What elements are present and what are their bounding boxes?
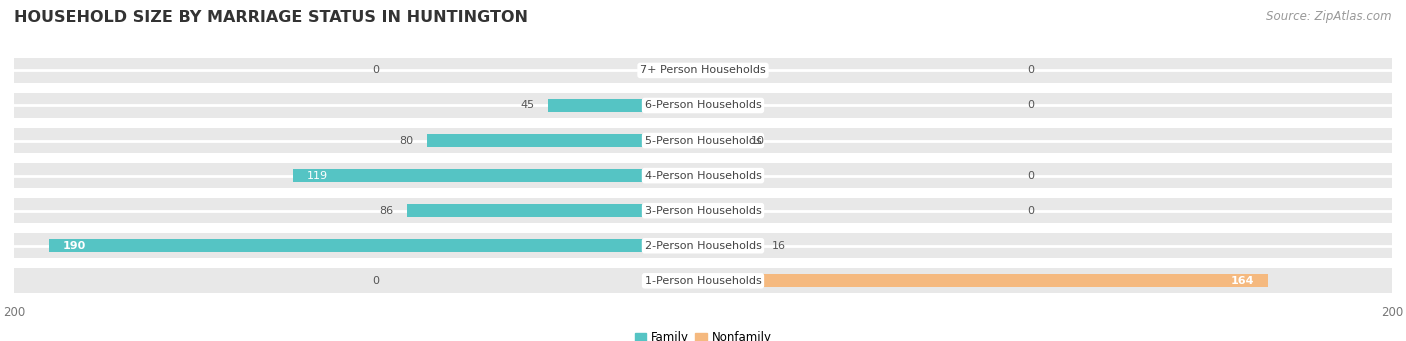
Text: 86: 86 bbox=[378, 206, 392, 216]
Text: 0: 0 bbox=[1026, 65, 1033, 75]
Bar bbox=[703, 134, 738, 147]
Bar bbox=[703, 274, 1268, 287]
Text: 6-Person Households: 6-Person Households bbox=[644, 101, 762, 110]
Bar bbox=[14, 163, 1392, 188]
Bar bbox=[14, 128, 1392, 153]
Text: 0: 0 bbox=[1026, 101, 1033, 110]
Text: 0: 0 bbox=[373, 65, 380, 75]
Bar bbox=[14, 268, 1392, 293]
Text: 190: 190 bbox=[62, 241, 86, 251]
Text: 10: 10 bbox=[751, 136, 765, 146]
Bar bbox=[14, 198, 1392, 223]
Text: 45: 45 bbox=[520, 101, 534, 110]
Text: 119: 119 bbox=[307, 170, 328, 181]
Text: Source: ZipAtlas.com: Source: ZipAtlas.com bbox=[1267, 10, 1392, 23]
Bar bbox=[14, 233, 1392, 258]
Text: 0: 0 bbox=[1026, 170, 1033, 181]
Text: 1-Person Households: 1-Person Households bbox=[644, 276, 762, 286]
Bar bbox=[548, 99, 703, 112]
Text: 4-Person Households: 4-Person Households bbox=[644, 170, 762, 181]
Text: 16: 16 bbox=[772, 241, 786, 251]
Text: 7+ Person Households: 7+ Person Households bbox=[640, 65, 766, 75]
Text: 164: 164 bbox=[1230, 276, 1254, 286]
Bar bbox=[14, 93, 1392, 118]
Text: 0: 0 bbox=[373, 276, 380, 286]
Text: HOUSEHOLD SIZE BY MARRIAGE STATUS IN HUNTINGTON: HOUSEHOLD SIZE BY MARRIAGE STATUS IN HUN… bbox=[14, 10, 529, 25]
Bar bbox=[14, 58, 1392, 83]
Text: 2-Person Households: 2-Person Households bbox=[644, 241, 762, 251]
Legend: Family, Nonfamily: Family, Nonfamily bbox=[630, 326, 776, 341]
Text: 5-Person Households: 5-Person Households bbox=[644, 136, 762, 146]
Text: 3-Person Households: 3-Person Households bbox=[644, 206, 762, 216]
Bar bbox=[48, 239, 703, 252]
Bar bbox=[406, 204, 703, 217]
Text: 0: 0 bbox=[1026, 206, 1033, 216]
Text: 80: 80 bbox=[399, 136, 413, 146]
Bar bbox=[292, 169, 703, 182]
Bar bbox=[427, 134, 703, 147]
Bar bbox=[703, 239, 758, 252]
